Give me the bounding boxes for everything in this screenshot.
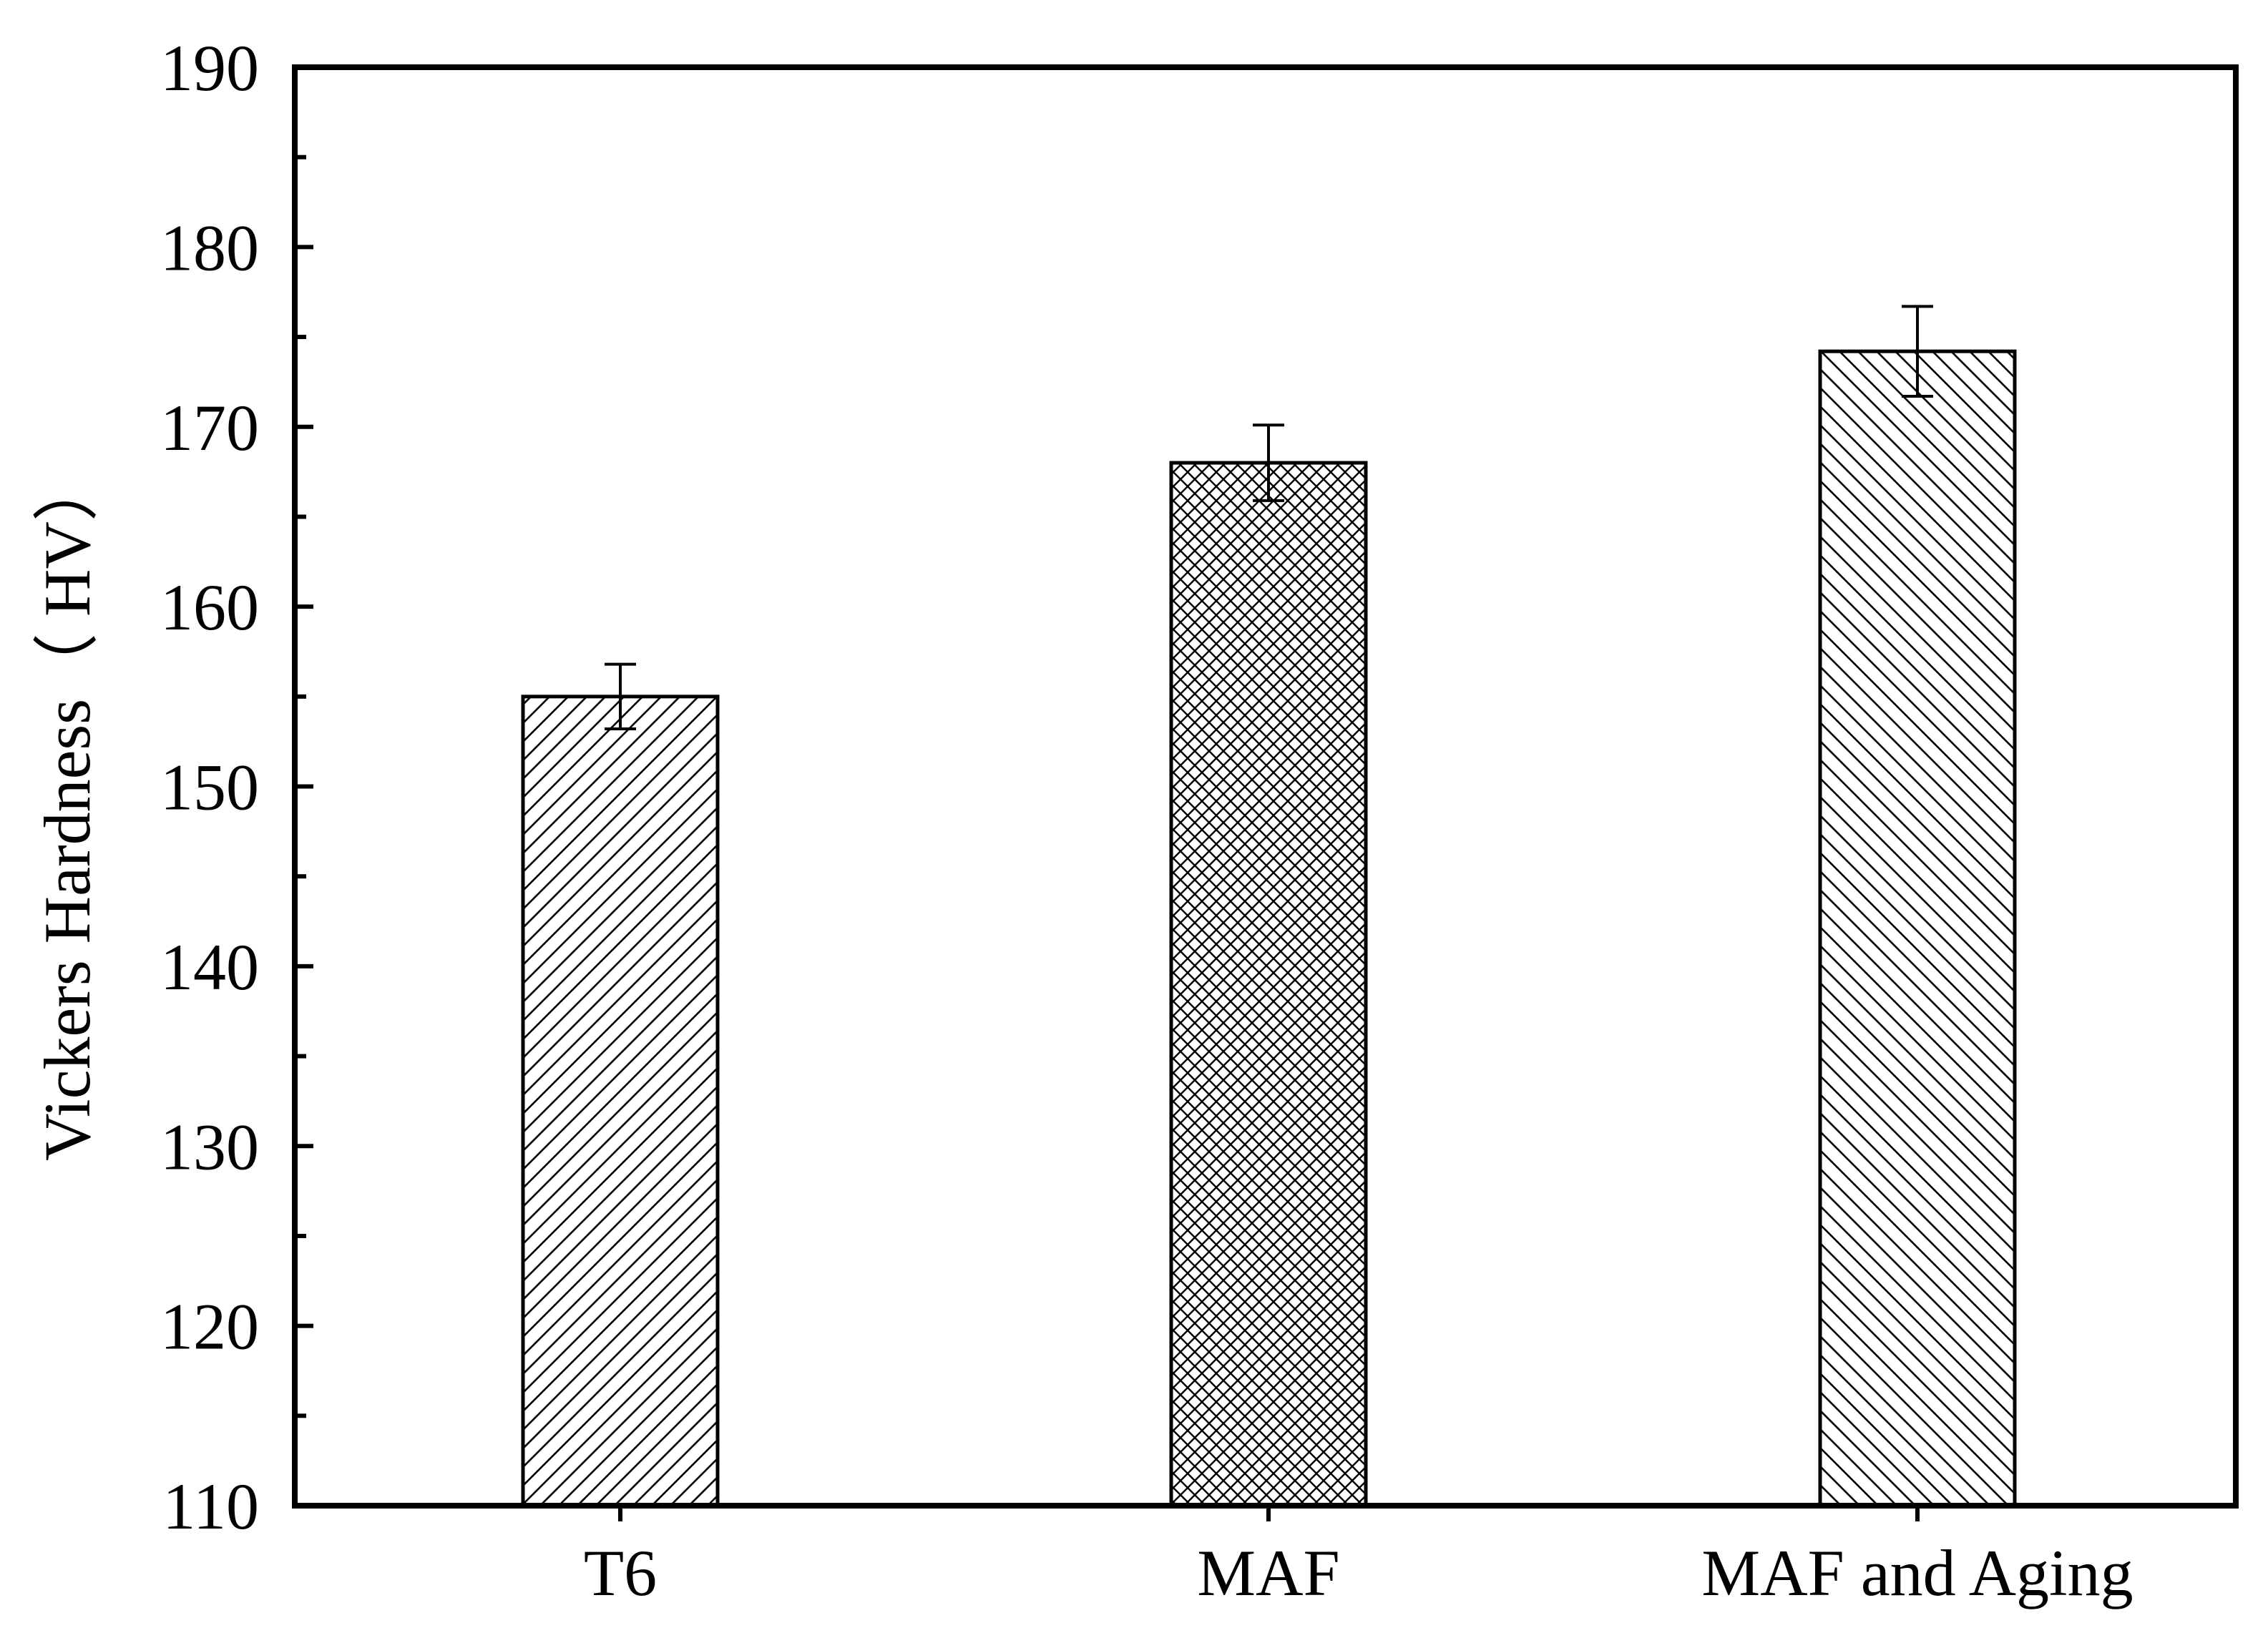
- y-tick-label-110: 110: [162, 1470, 259, 1543]
- y-tick-label-170: 170: [160, 391, 259, 464]
- axes: [292, 64, 2239, 1521]
- x-tick-label-1: MAF: [1197, 1536, 1339, 1609]
- bar-2: [1818, 349, 2017, 1508]
- y-tick-label-150: 150: [160, 751, 259, 824]
- x-tick-label-0: T6: [584, 1536, 657, 1609]
- y-tick-label-140: 140: [160, 931, 259, 1004]
- bar-0: [521, 695, 720, 1508]
- y-tick-label-160: 160: [160, 571, 259, 644]
- tick-labels: T6 MAF MAF and Aging 110 120 130 140 150 160 170 1…: [160, 31, 2133, 1609]
- x-tick-label-2: MAF and Aging: [1701, 1536, 2133, 1609]
- y-tick-label-180: 180: [160, 211, 259, 284]
- bar-1: [1169, 461, 1368, 1508]
- y-tick-label-190: 190: [160, 31, 259, 104]
- y-tick-label-130: 130: [160, 1110, 259, 1183]
- y-tick-label-120: 120: [160, 1290, 259, 1363]
- y-axis-title: Vickers Hardness（ HV）: [31, 456, 104, 1161]
- bars: [521, 349, 2017, 1508]
- error-bars: [605, 305, 1933, 731]
